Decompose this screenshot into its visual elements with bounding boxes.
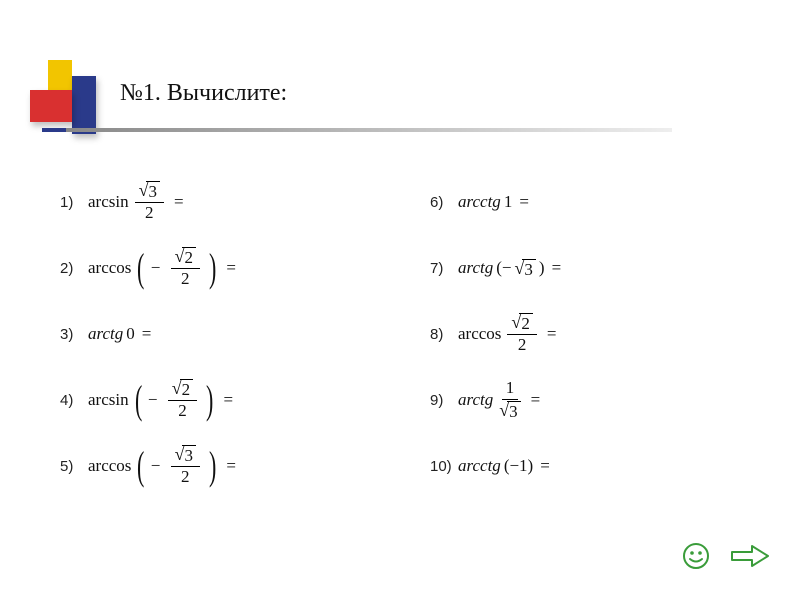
slide-title: №1. Вычислите: [120, 80, 287, 107]
item-number: 7) [430, 260, 448, 277]
horizontal-rule [42, 128, 672, 132]
problem-item: 3) arctg 0= [60, 312, 390, 356]
item-number: 1) [60, 194, 78, 211]
math-expression: arccos(− √22)= [88, 247, 236, 288]
problem-item: 9) arctg1√3= [430, 378, 760, 422]
yellow-block [48, 60, 72, 90]
item-number: 2) [60, 260, 78, 277]
math-expression: arctg1√3= [458, 379, 540, 420]
math-expression: arccos(− √32)= [88, 445, 236, 486]
math-expression: arcsin√32= [88, 181, 184, 222]
problem-item: 10) arcctg(−1)= [430, 444, 760, 488]
math-expression: arcctg(−1)= [458, 456, 550, 476]
red-block [30, 90, 72, 122]
problem-item: 2) arccos(− √22)= [60, 246, 390, 290]
problem-item: 8) arccos√22= [430, 312, 760, 356]
item-number: 4) [60, 392, 78, 409]
problem-list: 1) arcsin√32= 2) arccos(− √22)= 3) arctg 0= 4)… [60, 180, 760, 488]
problem-item: 4) arcsin(− √22)= [60, 378, 390, 422]
item-number: 9) [430, 392, 448, 409]
math-expression: arcctg 1= [458, 192, 529, 212]
problem-item: 6) arcctg 1= [430, 180, 760, 224]
logo-decoration [30, 60, 100, 150]
problem-item: 5) arccos(− √32)= [60, 444, 390, 488]
math-expression: arctg 0= [88, 324, 151, 344]
next-arrow-icon[interactable] [730, 542, 770, 570]
math-expression: arccos√22= [458, 313, 556, 354]
math-expression: arcsin(− √22)= [88, 379, 233, 420]
item-number: 6) [430, 194, 448, 211]
problem-item: 7) arctg(−√3)= [430, 246, 760, 290]
blue-block [72, 76, 96, 134]
item-number: 8) [430, 326, 448, 343]
problem-item: 1) arcsin√32= [60, 180, 390, 224]
item-number: 10) [430, 458, 448, 475]
right-column: 6) arcctg 1= 7) arctg(−√3)= 8) arccos√22= 9) ar… [390, 180, 760, 488]
smiley-icon[interactable] [682, 542, 710, 570]
left-column: 1) arcsin√32= 2) arccos(− √22)= 3) arctg 0= 4)… [60, 180, 390, 488]
item-number: 5) [60, 458, 78, 475]
math-expression: arctg(−√3)= [458, 258, 561, 278]
item-number: 3) [60, 326, 78, 343]
